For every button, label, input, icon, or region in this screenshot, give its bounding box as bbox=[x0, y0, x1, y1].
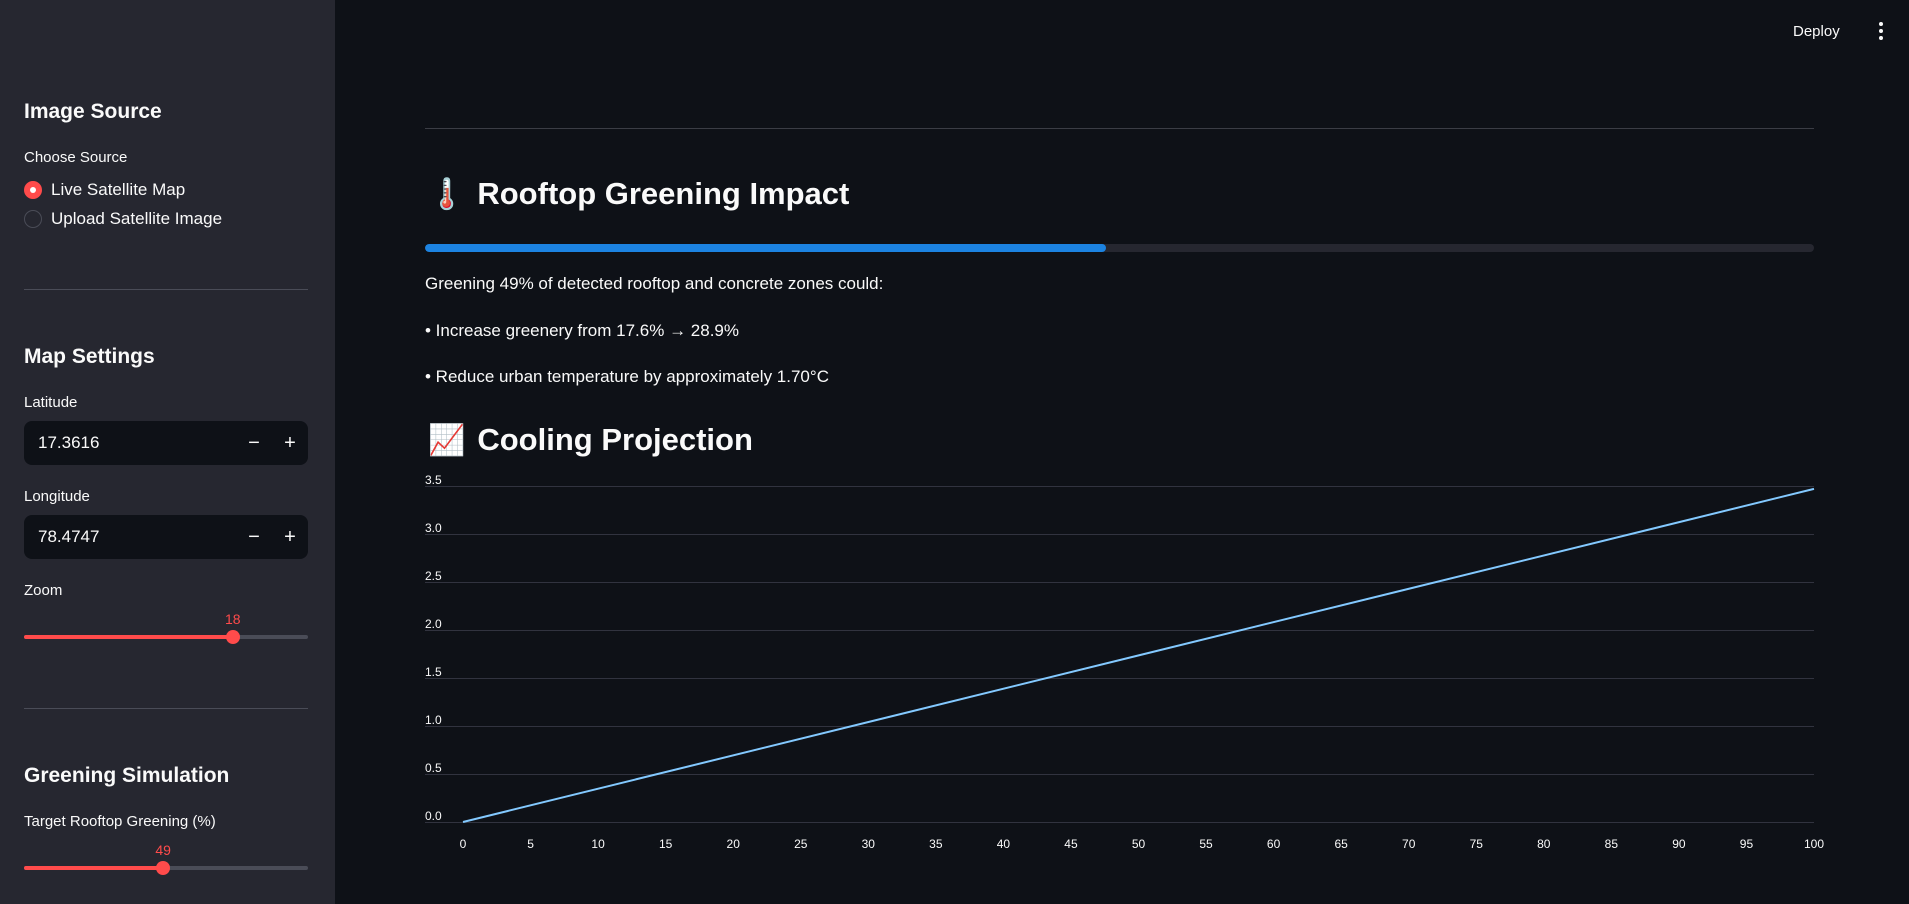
longitude-decrement-button[interactable]: − bbox=[248, 525, 260, 548]
x-tick-label: 50 bbox=[1132, 837, 1146, 851]
radio-live-satellite-map-label: Live Satellite Map bbox=[51, 179, 186, 199]
x-tick-label: 25 bbox=[794, 837, 808, 851]
sidebar: Image Source Choose Source Live Satellit… bbox=[0, 0, 335, 904]
radio-upload-satellite-image-label: Upload Satellite Image bbox=[51, 208, 223, 228]
kebab-dot bbox=[1879, 29, 1883, 33]
x-tick-label: 70 bbox=[1402, 837, 1416, 851]
image-source-heading: Image Source bbox=[24, 100, 162, 123]
impact-summary: Greening 49% of detected rooftop and con… bbox=[425, 274, 884, 293]
greening-simulation-heading: Greening Simulation bbox=[24, 764, 230, 787]
longitude-input[interactable]: 78.4747 − + bbox=[24, 515, 308, 559]
zoom-slider-value: 18 bbox=[224, 611, 241, 627]
impact-heading: 🌡️ Rooftop Greening Impact bbox=[428, 176, 849, 212]
y-tick-label: 1.0 bbox=[425, 713, 442, 727]
image-source-section: Image Source bbox=[24, 100, 308, 124]
main-menu-icon[interactable] bbox=[1871, 20, 1891, 42]
x-tick-label: 15 bbox=[659, 837, 673, 851]
zoom-group: Zoom 18 bbox=[24, 582, 308, 647]
target-greening-label: Target Rooftop Greening (%) bbox=[24, 813, 216, 830]
radio-unselected-icon bbox=[24, 209, 42, 228]
kebab-dot bbox=[1879, 22, 1883, 26]
deploy-button[interactable]: Deploy bbox=[1793, 22, 1840, 40]
greening-simulation-section: Greening Simulation bbox=[24, 764, 308, 788]
y-tick-label: 0.5 bbox=[425, 761, 442, 775]
y-tick-label: 3.5 bbox=[425, 473, 442, 487]
greening-progress-fill bbox=[425, 244, 1106, 252]
cooling-series-line bbox=[462, 487, 1815, 823]
zoom-slider-thumb[interactable] bbox=[225, 630, 240, 644]
zoom-slider[interactable]: 18 bbox=[24, 611, 308, 647]
cooling-projection-chart: 0.0 0.5 1.0 1.5 2.0 2.5 3.0 3.5 0 5 10 15 20 25 30 35 40… bbox=[425, 470, 1825, 870]
radio-upload-satellite-image[interactable]: Upload Satellite Image bbox=[24, 204, 308, 233]
radio-selected-icon bbox=[24, 180, 42, 199]
cooling-title: Cooling Projection bbox=[477, 422, 753, 457]
impact-greenery-bullet: • Increase greenery from 17.6% → 28.9% bbox=[425, 321, 739, 340]
target-greening-group: Target Rooftop Greening (%) 49 bbox=[24, 813, 308, 878]
x-tick-label: 10 bbox=[591, 837, 605, 851]
longitude-group: Longitude 78.4747 − + bbox=[24, 488, 308, 559]
latitude-value[interactable]: 17.3616 bbox=[38, 433, 100, 452]
x-tick-label: 60 bbox=[1267, 837, 1281, 851]
y-tick-label: 2.5 bbox=[425, 569, 442, 583]
target-greening-slider-value: 49 bbox=[155, 842, 171, 858]
target-greening-slider-fill bbox=[24, 866, 164, 870]
latitude-decrement-button[interactable]: − bbox=[248, 431, 260, 454]
latitude-group: Latitude 17.3616 − + bbox=[24, 394, 308, 465]
x-tick-label: 0 bbox=[460, 837, 467, 851]
sidebar-divider bbox=[24, 708, 308, 709]
x-tick-label: 35 bbox=[929, 837, 943, 851]
x-tick-label: 5 bbox=[527, 837, 534, 851]
x-tick-label: 100 bbox=[1804, 837, 1824, 851]
x-tick-label: 40 bbox=[997, 837, 1011, 851]
sidebar-divider bbox=[24, 289, 308, 290]
y-tick-label: 2.0 bbox=[425, 617, 442, 631]
greening-progress-bar bbox=[425, 244, 1814, 252]
impact-temperature-bullet: • Reduce urban temperature by approximat… bbox=[425, 367, 829, 386]
latitude-increment-button[interactable]: + bbox=[284, 431, 296, 454]
map-settings-section: Map Settings bbox=[24, 345, 308, 369]
choose-source-label: Choose Source bbox=[24, 149, 128, 166]
x-tick-label: 85 bbox=[1605, 837, 1619, 851]
y-tick-label: 3.0 bbox=[425, 521, 442, 535]
zoom-label: Zoom bbox=[24, 582, 63, 599]
target-greening-slider-thumb[interactable] bbox=[156, 861, 171, 875]
longitude-value[interactable]: 78.4747 bbox=[38, 527, 100, 546]
x-tick-label: 55 bbox=[1199, 837, 1213, 851]
thermometer-icon: 🌡️ bbox=[428, 176, 466, 212]
x-tick-label: 45 bbox=[1064, 837, 1078, 851]
y-tick-label: 0.0 bbox=[425, 809, 442, 823]
chart-increasing-icon: 📈 bbox=[428, 422, 466, 458]
zoom-slider-fill bbox=[24, 635, 233, 639]
map-settings-heading: Map Settings bbox=[24, 345, 155, 368]
longitude-increment-button[interactable]: + bbox=[284, 525, 296, 548]
x-tick-label: 90 bbox=[1672, 837, 1686, 851]
choose-source-group: Choose Source Live Satellite Map Upload … bbox=[24, 149, 308, 233]
impact-title: Rooftop Greening Impact bbox=[477, 176, 850, 211]
radio-live-satellite-map[interactable]: Live Satellite Map bbox=[24, 175, 308, 204]
target-greening-slider[interactable]: 49 bbox=[24, 842, 308, 878]
x-tick-label: 95 bbox=[1740, 837, 1754, 851]
cooling-projection-svg: 0.0 0.5 1.0 1.5 2.0 2.5 3.0 3.5 0 5 10 15 20 25 30 35 40… bbox=[425, 473, 1824, 851]
latitude-input[interactable]: 17.3616 − + bbox=[24, 421, 308, 465]
main-divider bbox=[425, 128, 1814, 129]
x-tick-label: 20 bbox=[727, 837, 741, 851]
x-tick-label: 65 bbox=[1334, 837, 1348, 851]
x-tick-label: 80 bbox=[1537, 837, 1551, 851]
kebab-dot bbox=[1879, 36, 1883, 40]
longitude-label: Longitude bbox=[24, 488, 90, 505]
x-tick-label: 30 bbox=[862, 837, 876, 851]
cooling-heading: 📈 Cooling Projection bbox=[428, 422, 753, 458]
x-tick-label: 75 bbox=[1470, 837, 1484, 851]
y-tick-label: 1.5 bbox=[425, 665, 442, 679]
latitude-label: Latitude bbox=[24, 394, 78, 411]
